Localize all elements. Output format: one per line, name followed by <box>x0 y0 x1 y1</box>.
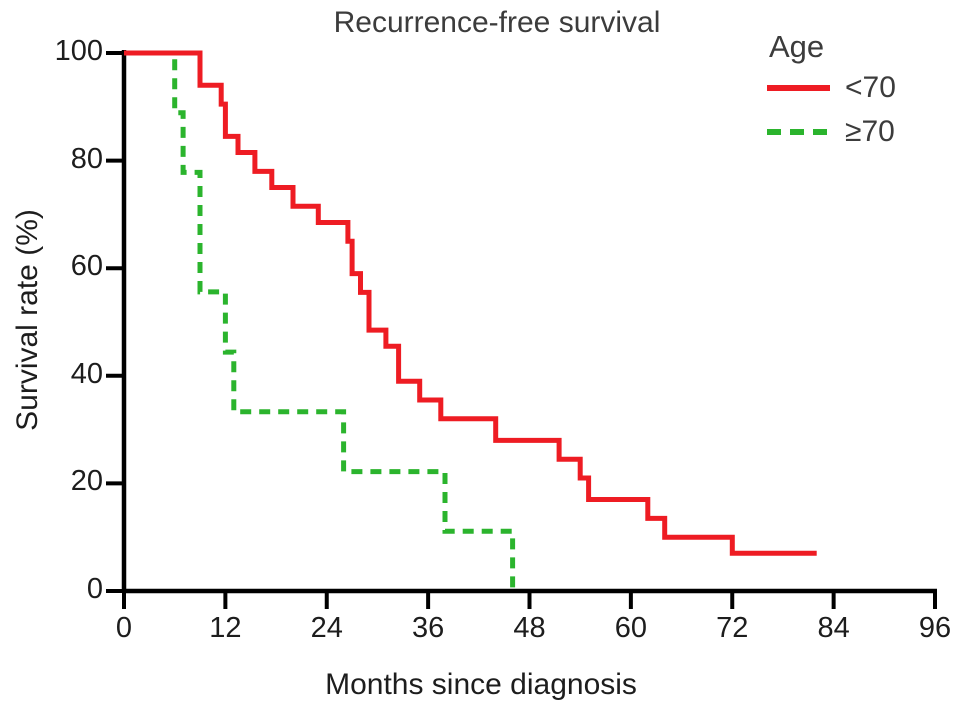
x-tick-label: 60 <box>614 612 648 644</box>
legend-label-under-70: <70 <box>845 71 896 104</box>
x-tick-label: 72 <box>716 612 749 644</box>
y-tick-label: 20 <box>70 465 103 498</box>
x-axis-label: Months since diagnosis <box>325 668 637 701</box>
y-tick-label: 40 <box>70 357 103 390</box>
x-tick-label: 12 <box>209 612 242 644</box>
survival-curve-age-under-70 <box>124 50 817 556</box>
legend-title: Age <box>769 29 825 64</box>
survival-curve-age-70-and-over <box>124 50 516 591</box>
x-tick-label: 96 <box>918 612 952 644</box>
x-tick-label: 48 <box>513 612 546 644</box>
y-tick-label: 0 <box>86 573 103 606</box>
y-tick-label: 100 <box>54 35 103 68</box>
y-tick-label: 80 <box>70 142 103 175</box>
y-tick-label: 60 <box>70 250 103 283</box>
chart-title: Recurrence-free survival <box>333 6 661 39</box>
x-tick-label: 0 <box>115 612 133 644</box>
y-axis-label: Survival rate (%) <box>11 209 44 431</box>
x-tick-label: 84 <box>817 612 850 644</box>
x-tick-label: 36 <box>411 612 445 644</box>
legend-label-70-and-over: ≥70 <box>845 115 895 148</box>
x-tick-label: 24 <box>310 612 343 644</box>
